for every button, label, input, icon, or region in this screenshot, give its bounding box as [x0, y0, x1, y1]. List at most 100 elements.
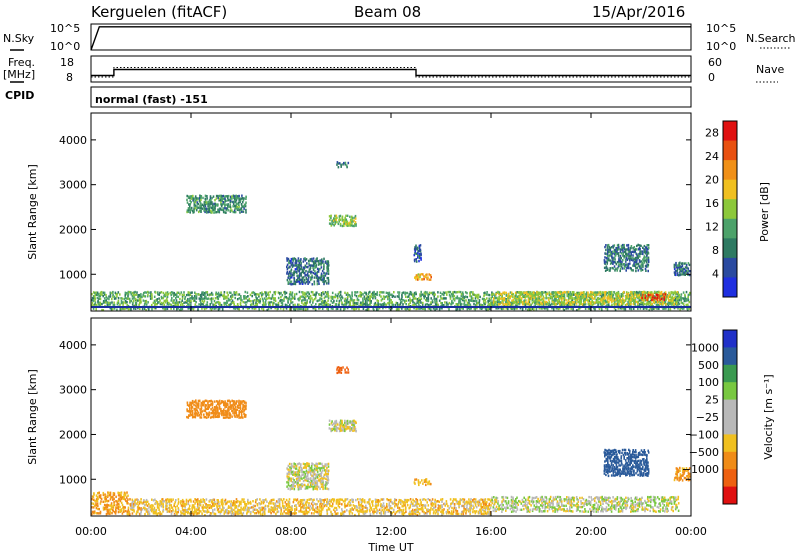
echo-cell — [350, 420, 353, 423]
echo-cell — [612, 260, 615, 264]
echo-cell — [348, 301, 350, 304]
echo-cell — [215, 194, 218, 198]
echo-cell — [265, 294, 267, 298]
echo-cell — [117, 296, 120, 300]
echo-cell — [307, 477, 309, 481]
echo-cell — [538, 297, 541, 300]
echo-cell — [298, 477, 300, 481]
echo-cell — [680, 265, 683, 269]
echo-cell — [413, 481, 416, 484]
echo-cell — [452, 295, 454, 298]
echo-cell — [215, 412, 218, 415]
echo-cell — [295, 270, 298, 273]
echo-cell — [663, 291, 666, 295]
echo-cell — [308, 270, 310, 273]
echo-cell — [583, 301, 585, 304]
echo-cell — [96, 499, 99, 503]
echo-cell — [232, 196, 235, 199]
echo-cell — [107, 301, 110, 304]
echo-cell — [436, 307, 438, 310]
echo-cell — [304, 264, 307, 267]
echo-cell — [627, 466, 630, 469]
echo-cell — [629, 301, 631, 305]
echo-cell — [93, 304, 95, 307]
echo-cell — [344, 222, 346, 225]
echo-cell — [232, 404, 234, 407]
echo-cell — [623, 299, 626, 302]
echo-cell — [621, 267, 624, 270]
echo-cell — [265, 299, 267, 302]
echo-cell — [187, 210, 190, 213]
echo-cell — [680, 301, 683, 304]
echo-cell — [294, 261, 297, 265]
echo-cell — [663, 307, 666, 310]
echo-cell — [212, 303, 214, 306]
echo-cell — [231, 404, 233, 407]
echo-cell — [457, 303, 460, 306]
echo-cell — [311, 259, 313, 263]
echo-cell — [576, 293, 578, 296]
echo-cell — [366, 303, 368, 306]
echo-cell — [95, 506, 98, 510]
echo-cell — [619, 250, 622, 254]
echo-cell — [343, 161, 345, 165]
echo-cell — [301, 301, 303, 304]
echo-cell — [458, 301, 460, 304]
echo-cell — [413, 259, 416, 263]
echo-cell — [410, 293, 413, 296]
echo-cell — [416, 307, 418, 310]
echo-cell — [253, 293, 256, 296]
echo-cell — [312, 463, 314, 466]
echo-cell — [199, 408, 201, 411]
echo-cell — [292, 272, 294, 275]
echo-cell — [156, 298, 159, 301]
echo-cell — [365, 293, 367, 296]
echo-cell — [567, 299, 570, 302]
echo-cell — [321, 300, 324, 303]
echo-cell — [187, 416, 190, 419]
echo-cell — [440, 297, 442, 300]
echo-cell — [626, 264, 629, 268]
echo-cell — [196, 402, 198, 405]
echo-cell — [291, 296, 294, 299]
echo-cell — [286, 272, 288, 275]
echo-cell — [159, 299, 161, 302]
echo-cell — [623, 464, 625, 467]
echo-cell — [494, 300, 496, 303]
echo-cell — [196, 206, 198, 210]
echo-cell — [634, 459, 637, 463]
echo-cell — [351, 423, 353, 426]
echo-cell — [92, 506, 95, 509]
echo-cell — [354, 217, 357, 220]
echo-cell — [215, 291, 217, 294]
echo-cell — [492, 299, 495, 303]
echo-cell — [538, 291, 541, 295]
echo-cell — [652, 298, 655, 301]
echo-cell — [337, 427, 339, 430]
echo-cell — [181, 293, 184, 297]
echo-cell — [640, 470, 642, 473]
echo-cell — [520, 297, 523, 300]
echo-cell — [94, 499, 96, 503]
echo-cell — [610, 246, 613, 249]
echo-cell — [420, 258, 422, 261]
echo-cell — [259, 299, 261, 303]
echo-cell — [315, 264, 318, 267]
echo-cell — [229, 303, 231, 306]
echo-cell — [434, 308, 436, 312]
echo-cell — [238, 410, 240, 413]
echo-cell — [95, 499, 98, 502]
echo-cell — [629, 472, 631, 475]
echo-cell — [606, 246, 609, 249]
echo-cell — [218, 407, 221, 410]
echo-cell — [600, 298, 603, 301]
echo-cell — [597, 296, 599, 300]
echo-cell — [676, 471, 679, 474]
echo-cell — [198, 399, 201, 402]
echo-cell — [557, 295, 560, 298]
echo-cell — [189, 199, 191, 202]
echo-cell — [642, 258, 644, 261]
echo-cell — [316, 470, 319, 473]
echo-cell — [498, 297, 500, 300]
echo-cell — [559, 307, 561, 310]
